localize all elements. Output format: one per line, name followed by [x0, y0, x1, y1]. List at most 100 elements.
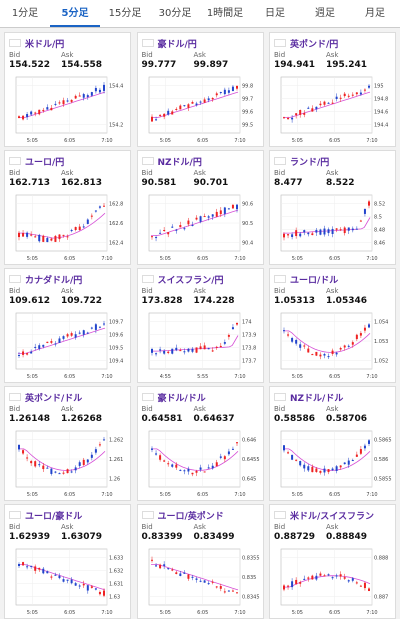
- candle-body: [38, 234, 41, 242]
- candle-body: [103, 439, 105, 441]
- candle-body: [50, 468, 53, 474]
- candle-body: [203, 216, 206, 218]
- rate-card[interactable]: 豪ドル/円 Bid Ask 99.777 99.897 99.8 99.7 99.6…: [136, 32, 264, 147]
- rate-card[interactable]: 英ポンド/円 Bid Ask 194.941 195.241 195 194.8 1…: [269, 32, 396, 147]
- y-tick-label: 99.8: [242, 83, 253, 89]
- x-tick-label: 6:05: [329, 374, 340, 380]
- ask-label: Ask: [193, 169, 207, 177]
- bid-label: Bid: [141, 51, 153, 59]
- rate-card[interactable]: ユーロ/ドル Bid Ask 1.05313 1.05346 1.054 1.05…: [269, 268, 396, 383]
- pair-name[interactable]: 英ポンド/ドル: [25, 393, 83, 404]
- candle-body: [86, 585, 89, 591]
- ch-flag-icon: [141, 275, 154, 283]
- pair-name[interactable]: NZドル/ドル: [290, 393, 344, 404]
- rate-card[interactable]: スイスフラン/円 Bid Ask 173.828 174.228 174 173.…: [136, 268, 264, 383]
- candle-body: [186, 574, 189, 579]
- x-tick-label: 7:10: [234, 492, 245, 498]
- bid-value: 109.612: [9, 296, 50, 306]
- pair-name[interactable]: ユーロ/豪ドル: [25, 511, 83, 522]
- y-tick-label: 162.6: [109, 221, 123, 227]
- candle-body: [319, 103, 322, 106]
- rate-card[interactable]: NZドル/ドル Bid Ask 0.58586 0.58706 0.5865 0.…: [269, 386, 396, 501]
- candle-body: [215, 586, 218, 588]
- tab-5[interactable]: 日足: [265, 8, 285, 19]
- candlestick-chart: 0.888 0.887 5:05 6:05 7:10: [280, 548, 388, 616]
- pair-name[interactable]: ユーロ/ドル: [290, 275, 339, 286]
- rate-card[interactable]: 豪ドル/ドル Bid Ask 0.64581 0.64637 0.646 0.64…: [136, 386, 264, 501]
- tab-7[interactable]: 月足: [365, 8, 385, 19]
- moving-average-line: [150, 448, 238, 471]
- rate-card[interactable]: NZドル/円 Bid Ask 90.581 90.701 90.6 90.5 90.…: [136, 150, 264, 265]
- rate-card[interactable]: 英ポンド/ドル Bid Ask 1.26148 1.26268 1.262 1.2…: [4, 386, 131, 501]
- x-tick-label: 7:10: [234, 256, 245, 262]
- pair-name[interactable]: カナダドル/円: [25, 275, 83, 286]
- y-tick-label: 154.4: [109, 83, 123, 89]
- candle-body: [347, 460, 350, 465]
- pair-name[interactable]: 英ポンド/円: [290, 39, 339, 50]
- uk-flag-icon: [9, 393, 21, 401]
- rate-card[interactable]: 米ドル/円 Bid Ask 154.522 154.558 154.4 154.2…: [4, 32, 131, 147]
- candle-body: [26, 353, 29, 355]
- tab-1[interactable]: 5分足: [50, 0, 100, 27]
- candle-body: [178, 225, 181, 228]
- bid-value: 0.88729: [274, 532, 315, 542]
- za-flag-icon: [274, 157, 286, 165]
- ask-label: Ask: [326, 523, 339, 531]
- candle-body: [34, 566, 37, 571]
- pair-name[interactable]: 米ドル/スイスフラン: [290, 511, 375, 522]
- candle-body: [154, 353, 157, 355]
- tab-6[interactable]: 週足: [315, 8, 335, 19]
- rate-card[interactable]: ユーロ/円 Bid Ask 162.713 162.813 162.8 162.6…: [4, 150, 131, 265]
- bid-label: Bid: [9, 287, 21, 295]
- candle-body: [22, 562, 25, 566]
- moving-average-line: [150, 564, 238, 591]
- y-tick-label: 154.2: [109, 123, 123, 129]
- candle-body: [74, 227, 77, 230]
- y-tick-label: 0.835: [242, 575, 256, 581]
- ask-label: Ask: [61, 169, 74, 177]
- x-tick-label: 5:05: [159, 610, 170, 616]
- bid-label: Bid: [274, 405, 286, 413]
- candle-body: [54, 471, 57, 473]
- candle-body: [22, 450, 25, 454]
- pair-name[interactable]: ユーロ/英ポンド: [157, 511, 224, 522]
- y-tick-label: 194.4: [374, 123, 388, 129]
- candle-body: [158, 455, 161, 460]
- candle-body: [70, 471, 73, 473]
- candle-body: [223, 342, 226, 344]
- candle-body: [98, 326, 101, 328]
- candle-body: [299, 344, 302, 348]
- rate-card[interactable]: ユーロ/英ポンド Bid Ask 0.83399 0.83499 0.8355 0…: [136, 504, 264, 619]
- rate-card[interactable]: ユーロ/豪ドル Bid Ask 1.62939 1.63079 1.633 1.6…: [4, 504, 131, 619]
- ask-value: 0.88849: [326, 532, 367, 542]
- candle-body: [359, 220, 362, 222]
- candle-body: [62, 234, 65, 236]
- candlestick-chart: 0.646 0.6455 0.645 5:05 6:05 7:10: [148, 430, 259, 498]
- candle-body: [98, 591, 101, 595]
- candle-body: [315, 575, 318, 580]
- candle-body: [70, 99, 73, 102]
- candlestick-chart: 195 194.8 194.6 194.4 5:05 6:05 7:10: [280, 76, 388, 144]
- rate-card[interactable]: カナダドル/円 Bid Ask 109.612 109.722 109.7 109…: [4, 268, 131, 383]
- pair-name[interactable]: 米ドル/円: [25, 39, 65, 50]
- candle-body: [231, 86, 234, 91]
- tab-4[interactable]: 1時間足: [206, 8, 244, 19]
- pair-name[interactable]: ランド/円: [290, 157, 330, 168]
- pair-name[interactable]: NZドル/円: [157, 157, 202, 168]
- candle-body: [235, 442, 238, 444]
- pair-name[interactable]: 豪ドル/ドル: [157, 393, 206, 404]
- rate-card[interactable]: 米ドル/スイスフラン Bid Ask 0.88729 0.88849 0.888…: [269, 504, 396, 619]
- tab-2[interactable]: 15分足: [108, 8, 142, 19]
- candle-body: [42, 568, 45, 574]
- candle-body: [158, 114, 161, 116]
- tab-3[interactable]: 30分足: [158, 8, 192, 19]
- pair-name[interactable]: スイスフラン/円: [157, 275, 224, 286]
- candle-body: [351, 460, 354, 462]
- pair-name[interactable]: 豪ドル/円: [157, 39, 197, 50]
- pair-name[interactable]: ユーロ/円: [25, 157, 65, 168]
- rate-card[interactable]: ランド/円 Bid Ask 8.477 8.522 8.52 8.5 8.48 8.4…: [269, 150, 396, 265]
- y-tick-label: 1.052: [374, 359, 388, 365]
- candle-body: [78, 462, 81, 466]
- tab-0[interactable]: 1分足: [11, 8, 39, 19]
- candle-body: [195, 103, 198, 106]
